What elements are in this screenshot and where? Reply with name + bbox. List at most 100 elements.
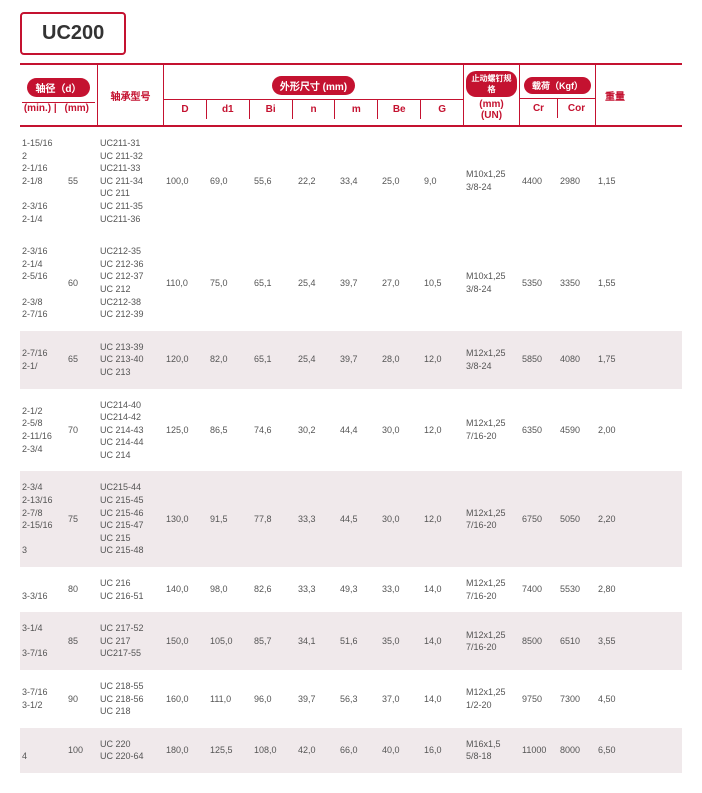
cell: M12x1,257/16-20 [464,507,520,532]
hdr-m: m [334,99,377,119]
cell: 7300 [558,693,596,706]
cell: 4400 [520,175,558,188]
cell: 4080 [558,353,596,366]
cell: 98,0 [208,583,252,596]
title: UC200 [20,12,126,55]
cell: 100 [66,744,98,757]
cell: 44,4 [338,424,380,437]
cell: 96,0 [252,693,296,706]
cell: 10,5 [422,277,464,290]
cell: UC 213-39UC 213-40UC 213 [98,341,164,379]
cell: 65 [66,353,98,366]
cell: 4,50 [596,693,634,706]
cell: M12x1,257/16-20 [464,577,520,602]
cell: 180,0 [164,744,208,757]
cell: UC 218-55UC 218-56UC 218 [98,680,164,718]
cell: 91,5 [208,513,252,526]
cell: 150,0 [164,635,208,648]
cell: 30,2 [296,424,338,437]
cell: 108,0 [252,744,296,757]
cell: 16,0 [422,744,464,757]
cell: 30,0 [380,513,422,526]
hdr-boltun: (UN) [481,110,502,121]
cell: 33,0 [380,583,422,596]
table-body: 1-15/1622-1/162-1/8 2-3/162-1/455UC211-3… [20,127,682,773]
cell: 30,0 [380,424,422,437]
cell: 3-7/163-1/2 [20,686,66,711]
cell: 14,0 [422,693,464,706]
cell: 82,0 [208,353,252,366]
cell: 125,5 [208,744,252,757]
cell: 77,8 [252,513,296,526]
cell: 70 [66,424,98,437]
cell: 2-1/22-5/82-11/162-3/4 [20,405,66,455]
cell: 80 [66,583,98,596]
cell: 12,0 [422,424,464,437]
cell: M12x1,257/16-20 [464,629,520,654]
hdr-D: D [164,99,206,119]
cell: 2-7/162-1/ [20,347,66,372]
cell: 140,0 [164,583,208,596]
cell: UC 220UC 220-64 [98,738,164,763]
hdr-Bi: Bi [249,99,292,119]
cell: 27,0 [380,277,422,290]
cell: 37,0 [380,693,422,706]
cell: 33,3 [296,583,338,596]
hdr-Cr: Cr [520,98,557,118]
hdr-G: G [420,99,463,119]
cell: 12,0 [422,353,464,366]
cell: 160,0 [164,693,208,706]
cell: 56,3 [338,693,380,706]
cell: 65,1 [252,277,296,290]
cell: 2,80 [596,583,634,596]
cell: 28,0 [380,353,422,366]
cell: 4590 [558,424,596,437]
cell: 6,50 [596,744,634,757]
cell: 49,3 [338,583,380,596]
cell: 85,7 [252,635,296,648]
table-row: 2-3/162-1/42-5/16 2-3/82-7/1660UC212-35U… [20,235,682,331]
table-row: 2-1/22-5/82-11/162-3/470UC214-40UC214-42… [20,389,682,472]
table-header: 轴径（d） (min.) | (mm) 轴承型号 外形尺寸 (mm) D d1 … [20,63,682,127]
cell: 1,55 [596,277,634,290]
hdr-model: 轴承型号 [111,88,151,103]
cell: 6750 [520,513,558,526]
cell: 39,7 [296,693,338,706]
cell: 110,0 [164,277,208,290]
cell: M10x1,253/8-24 [464,168,520,193]
cell: 3-1/4 3-7/16 [20,622,66,660]
cell: 42,0 [296,744,338,757]
table-row: 3-7/163-1/290UC 218-55UC 218-56UC 218160… [20,670,682,728]
cell: 2980 [558,175,596,188]
hdr-bolt: 止动螺钉规格 [466,71,517,97]
cell: 39,7 [338,277,380,290]
cell: 2,00 [596,424,634,437]
cell: 85 [66,635,98,648]
table-row: 4100UC 220UC 220-64180,0125,5108,042,066… [20,728,682,773]
cell: 6510 [558,635,596,648]
cell: 3350 [558,277,596,290]
cell: 5350 [520,277,558,290]
cell: 105,0 [208,635,252,648]
cell: 111,0 [208,693,252,706]
cell: 86,5 [208,424,252,437]
cell: 40,0 [380,744,422,757]
cell: 22,2 [296,175,338,188]
table-row: 2-7/162-1/65UC 213-39UC 213-40UC 213120,… [20,331,682,389]
cell: 55,6 [252,175,296,188]
hdr-dims: 外形尺寸 (mm) [272,76,355,95]
cell: 44,5 [338,513,380,526]
cell: 60 [66,277,98,290]
cell: 75 [66,513,98,526]
cell: 9750 [520,693,558,706]
cell: 1-15/1622-1/162-1/8 2-3/162-1/4 [20,137,66,225]
cell: 51,6 [338,635,380,648]
cell: 35,0 [380,635,422,648]
cell: 130,0 [164,513,208,526]
hdr-Be: Be [377,99,420,119]
cell: 8500 [520,635,558,648]
hdr-shaft: 轴径（d） [27,78,89,97]
cell: 5850 [520,353,558,366]
cell: 100,0 [164,175,208,188]
cell: 25,4 [296,277,338,290]
